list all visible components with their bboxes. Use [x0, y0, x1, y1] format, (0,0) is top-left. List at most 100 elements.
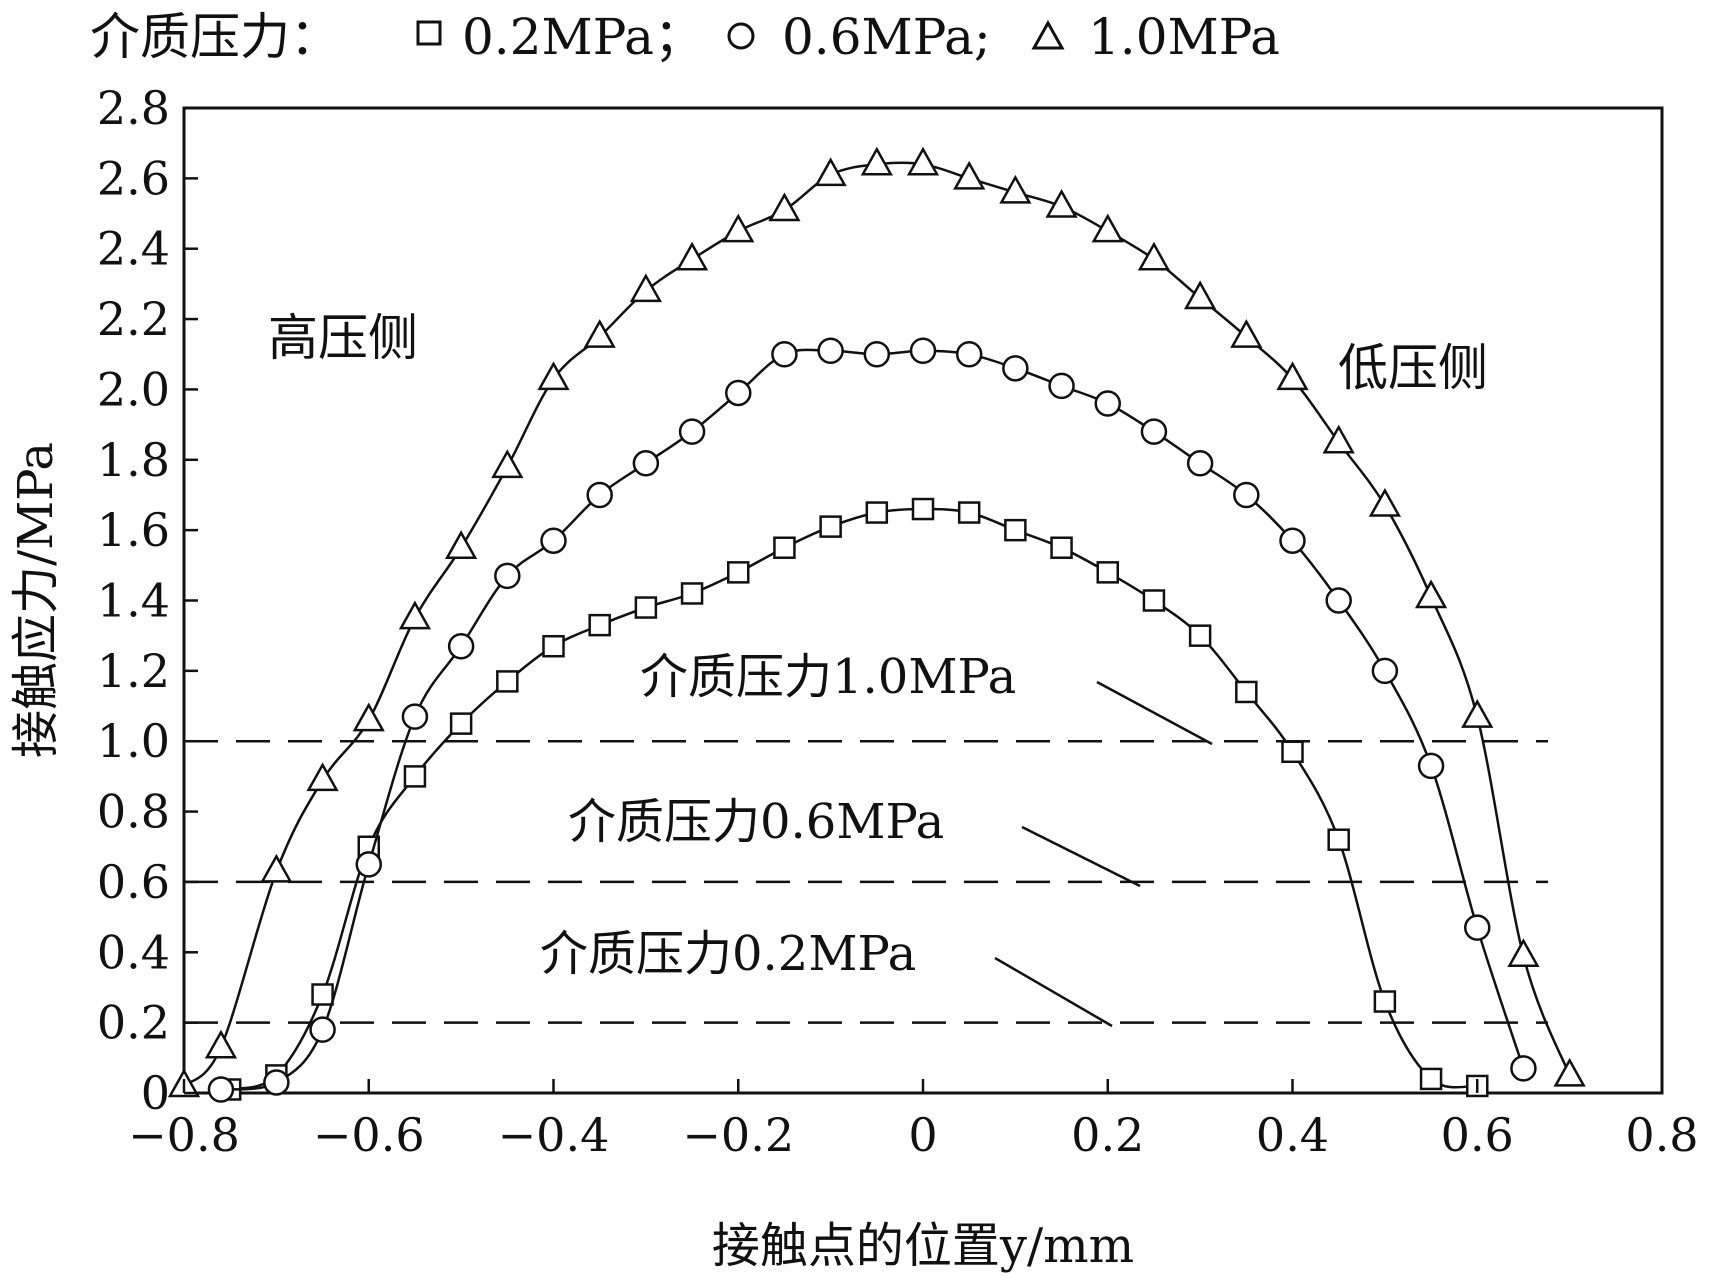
x-tick-label: −0.2	[682, 1108, 794, 1162]
series-circle	[207, 337, 1537, 1103]
data-point-triangle	[1137, 241, 1171, 271]
data-point-circle	[817, 337, 844, 364]
x-axis-title: 接触点的位置y/mm	[712, 1218, 1134, 1274]
data-point-triangle	[675, 241, 709, 271]
low-pressure-side-label: 低压侧	[1338, 339, 1488, 397]
data-point-triangle	[999, 174, 1032, 204]
leader-line-0-2	[994, 956, 1113, 1028]
data-point-square	[819, 515, 842, 538]
data-point-triangle	[204, 1029, 238, 1059]
data-point-circle	[1464, 914, 1491, 941]
data-point-triangle	[1553, 1057, 1586, 1087]
data-point-circle	[1417, 752, 1445, 780]
data-point-square	[634, 596, 658, 619]
leader-line-0-6	[1021, 825, 1141, 888]
legend-square-marker	[416, 20, 442, 46]
data-point-square	[1188, 624, 1212, 647]
data-point-square	[1419, 1067, 1443, 1091]
data-point-triangle	[768, 192, 801, 222]
data-point-triangle	[1091, 213, 1124, 243]
data-point-triangle	[352, 702, 385, 732]
y-tick-label: 2.2	[97, 292, 170, 346]
data-point-circle	[401, 703, 429, 730]
x-tick-label: 0	[908, 1108, 937, 1162]
reference-lines	[184, 739, 1548, 1024]
y-tick-label: 1.8	[97, 433, 170, 487]
x-tick-label: −0.4	[498, 1108, 610, 1162]
legend: 介质压力： 0.2MPa； 0.6MPa; 1.0MPa	[90, 8, 1280, 66]
legend-circle-marker	[727, 22, 755, 50]
data-point-triangle	[953, 160, 986, 190]
y-tick-label: 2.0	[97, 362, 170, 416]
data-point-square	[496, 670, 519, 693]
data-point-circle	[1233, 481, 1260, 509]
data-point-square	[1142, 589, 1166, 612]
data-point-circle	[355, 851, 382, 878]
y-tick-label: 1.2	[97, 644, 170, 698]
data-point-triangle	[1507, 938, 1540, 968]
axis-ticks: −0.8 −0.6 −0.4 −0.2 0 0.2 0.4 0.6 0.8 0 0.2 0.4 0.6 0…	[97, 81, 1699, 1162]
ref-label-0-6: 介质压力0.6MPa	[568, 794, 944, 850]
legend-triangle-marker	[1031, 19, 1065, 50]
data-point-circle	[1279, 527, 1306, 554]
data-point-triangle	[398, 600, 432, 630]
y-tick-label: 2.8	[97, 81, 170, 135]
data-point-square	[1050, 536, 1073, 559]
data-point-circle	[207, 1076, 235, 1103]
high-pressure-side-label: 高压侧	[268, 309, 418, 367]
x-tick-label: 0.6	[1441, 1108, 1514, 1162]
y-tick-label: 0.6	[97, 855, 170, 909]
x-tick-label: −0.6	[313, 1108, 425, 1162]
series-triangle	[167, 146, 1586, 1098]
data-point-square	[680, 582, 704, 605]
y-tick-label: 0	[141, 1066, 170, 1120]
data-point-circle	[678, 418, 706, 445]
data-point-circle	[1325, 587, 1352, 614]
data-point-triangle	[1183, 280, 1217, 310]
legend-prefix: 介质压力：	[90, 8, 340, 66]
data-point-triangle	[306, 762, 339, 792]
data-point-triangle	[1045, 188, 1078, 218]
legend-entry-1: 0.2MPa；	[462, 8, 704, 66]
data-point-circle	[1002, 355, 1029, 382]
x-tick-label: 0.2	[1071, 1108, 1144, 1162]
data-point-square	[1235, 680, 1258, 704]
data-point-circle	[309, 1016, 336, 1043]
data-point-circle	[1094, 390, 1121, 417]
y-axis-title: 接触应力/MPa	[8, 442, 64, 758]
data-point-circle	[863, 341, 891, 368]
data-point-circle	[1371, 657, 1399, 685]
data-point-circle	[1186, 450, 1214, 477]
data-point-circle	[1510, 1055, 1537, 1082]
data-point-circle	[909, 337, 937, 364]
data-point-circle	[1140, 418, 1168, 445]
y-tick-label: 0.2	[97, 996, 170, 1050]
data-point-square	[403, 765, 427, 788]
data-point-triangle	[1322, 424, 1355, 454]
data-point-circle	[586, 481, 613, 509]
y-tick-label: 0.8	[97, 785, 170, 839]
data-point-square	[1281, 740, 1304, 764]
data-point-square	[1373, 990, 1397, 1013]
data-point-circle	[447, 632, 475, 660]
y-tick-label: 0.4	[97, 925, 170, 979]
data-point-triangle	[260, 853, 293, 883]
data-point-square	[1096, 561, 1119, 584]
data-point-triangle	[1461, 699, 1494, 728]
data-point-triangle	[583, 319, 616, 348]
data-point-triangle	[444, 530, 478, 559]
legend-entry-2: 0.6MPa;	[782, 8, 991, 66]
data-point-circle	[540, 527, 567, 554]
data-point-square	[542, 634, 565, 658]
series-layer	[167, 146, 1586, 1103]
x-tick-label: −0.8	[128, 1108, 240, 1162]
data-point-triangle	[491, 449, 524, 479]
data-point-square	[311, 983, 334, 1006]
data-point-square	[449, 712, 473, 735]
data-point-square	[911, 497, 935, 521]
x-tick-label: 0.8	[1625, 1108, 1698, 1162]
ref-label-0-2: 介质压力0.2MPa	[540, 926, 916, 982]
data-point-circle	[955, 341, 983, 368]
data-point-triangle	[629, 273, 663, 303]
